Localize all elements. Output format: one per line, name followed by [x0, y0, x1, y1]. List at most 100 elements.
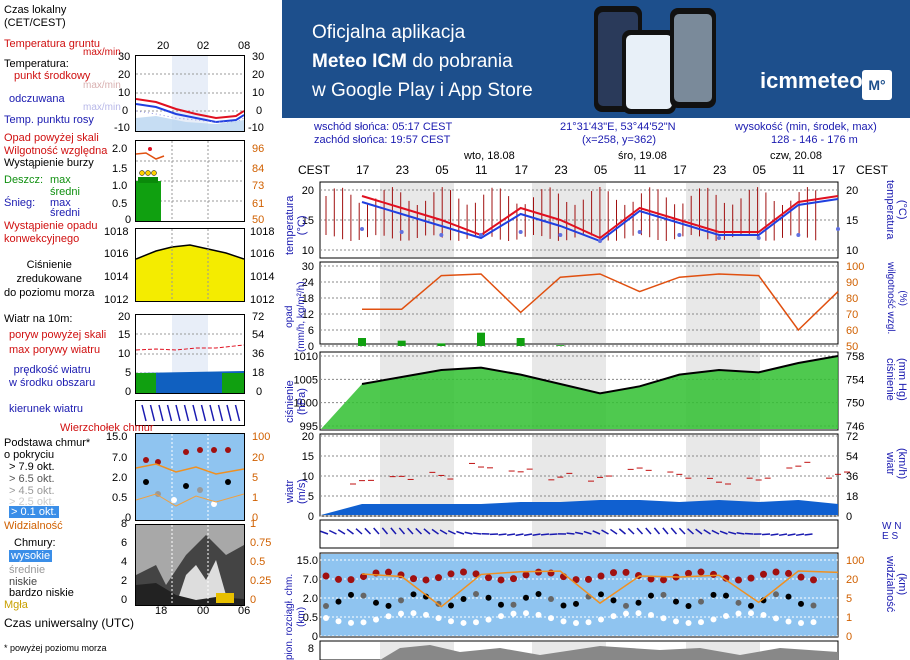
cloud-base-dot — [798, 600, 804, 607]
mini-wind-arrow — [158, 404, 164, 422]
precip-tick-r-1: 84 — [252, 163, 265, 175]
tz-left: CEST — [298, 163, 331, 177]
wind-arrow — [456, 530, 465, 535]
wind-arrow — [575, 531, 584, 535]
mini-pressure-panel — [135, 228, 245, 302]
wind-kmh-tick: 36 — [846, 471, 858, 483]
cloud-low-dot — [573, 619, 579, 626]
cloud-base-dot — [610, 597, 617, 604]
press-mm-tick: 754 — [846, 374, 864, 386]
cloud-top-dot — [435, 574, 442, 582]
legend-snow-max: max — [50, 197, 71, 209]
phone-image-3 — [670, 8, 716, 108]
night-band — [532, 521, 606, 547]
height-label: wysokość (min, środek, max) — [735, 121, 877, 133]
night-band — [380, 521, 454, 547]
wind-arrow — [601, 529, 609, 535]
cloud-tick-r-0: 100 — [252, 431, 271, 443]
pressure-area — [321, 356, 838, 429]
night-band — [532, 435, 606, 515]
legend-rain-max: max — [50, 174, 71, 186]
press-tick-l-1: 1016 — [104, 248, 129, 260]
cloud-base-dot — [710, 591, 717, 598]
legend-storm: Wystąpienie burzy — [4, 157, 94, 169]
wind-arrow — [431, 528, 439, 535]
cloud-top-dot — [635, 571, 642, 579]
cloud-base-dot — [423, 593, 429, 600]
hour-20: 20 — [157, 40, 170, 52]
wind-arrow — [472, 532, 482, 535]
cloud-top-dot — [522, 571, 530, 579]
grid: (x=258, y=362) — [582, 134, 656, 146]
wind-arrow — [761, 533, 771, 536]
mini-wind-arrow — [217, 404, 224, 422]
cloud-low-dot — [785, 618, 792, 625]
dew-point — [836, 227, 840, 231]
night-band — [380, 642, 454, 659]
cloud-top-dot — [747, 574, 755, 582]
wind-tick-r-2: 36 — [252, 348, 265, 360]
night-band — [380, 353, 454, 429]
wind-arrow — [592, 530, 601, 535]
wind-tick-r-0: 72 — [252, 311, 265, 323]
legend-visibility: Widzialność — [4, 520, 63, 532]
wind-arrow — [439, 529, 448, 535]
cloud-low-dot — [773, 615, 779, 622]
cloud-base-dot — [323, 603, 329, 609]
legend-wind-header: Wiatr na 10m: — [4, 313, 73, 325]
banner-line-2: Meteo ICM do pobrania — [312, 51, 513, 72]
cloud-base-dot — [673, 598, 679, 605]
phone-image-2 — [622, 30, 676, 114]
precip-tick: 30 — [302, 261, 314, 273]
vis-tick: 20 — [846, 574, 858, 586]
time-label: Czas lokalny (CET/CEST) — [4, 4, 67, 29]
cloud-base-dot — [560, 602, 567, 609]
label-press-right: (mm Hg) ciśnienie — [884, 358, 908, 401]
cloud-top-dot — [397, 571, 405, 579]
wind-tick: 20 — [302, 431, 314, 443]
night-band — [686, 642, 760, 659]
cloud-top-dot — [797, 573, 805, 581]
wind-arrow — [506, 533, 516, 536]
press-tick-l-3: 1012 — [104, 294, 129, 306]
mini-precip-panel — [135, 140, 245, 222]
cloud-low-dot — [685, 619, 692, 626]
legend-okt-5: > 0.1 okt. — [9, 506, 59, 518]
mini-wind-arrow — [234, 404, 241, 422]
humidity-tick: 60 — [846, 325, 858, 337]
legend-wind-gust: max porywy wiatru — [9, 344, 101, 356]
cl-tick-r-3: 0.25 — [250, 575, 272, 587]
legend-cl-high: wysokie — [9, 550, 53, 562]
temp-tick-right: 20 — [846, 185, 858, 197]
legend-cloud-top: Wierzchołek chmur — [60, 422, 154, 434]
wind-arrow — [447, 530, 456, 535]
wind-arrow — [464, 531, 473, 535]
wind-arrow — [636, 527, 644, 535]
cloud-top-dot — [510, 575, 517, 583]
cloud-low-dot — [673, 618, 679, 625]
clouds-tick: 8 — [308, 643, 314, 655]
sunset: zachód słońca: 19:57 CEST — [314, 134, 451, 146]
panel-frame — [319, 181, 839, 259]
vis-tick: 1 — [846, 612, 852, 624]
cloud-base-dot — [773, 591, 779, 598]
precip-bar — [397, 340, 406, 346]
cloud-top-dot — [672, 573, 680, 581]
wind-arrow — [407, 527, 414, 535]
hour-label: 23 — [395, 163, 410, 177]
cloud-top-dot — [772, 568, 780, 576]
cloud-low-dot — [710, 616, 717, 623]
mini-wind-arrow — [175, 404, 181, 422]
cloud-top-dot — [697, 568, 705, 576]
wind-tick-r-4: 0 — [256, 386, 263, 398]
cloud-top-dot — [335, 575, 342, 583]
tz-right: CEST — [856, 163, 889, 177]
wind-kmh-tick: 54 — [846, 451, 858, 463]
cloud-top-dot — [447, 570, 455, 578]
press-tick: 1010 — [294, 351, 318, 363]
cloud-low-dot — [510, 610, 517, 617]
cloud-low-dot — [373, 616, 379, 623]
cloud-base-dot — [510, 601, 517, 608]
cloud-top-dot — [560, 573, 567, 581]
app-banner[interactable]: Oficjalna aplikacja Meteo ICM do pobrani… — [282, 0, 910, 118]
